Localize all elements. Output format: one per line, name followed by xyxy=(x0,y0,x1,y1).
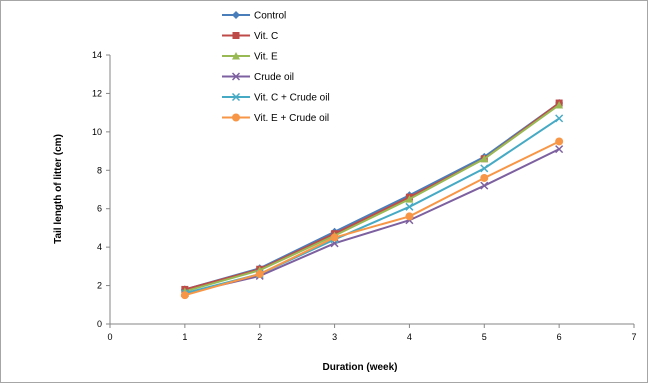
legend-label: Vit. E xyxy=(254,52,278,63)
data-point xyxy=(480,164,489,173)
data-point xyxy=(555,145,564,154)
data-point xyxy=(555,137,564,146)
legend-marker xyxy=(231,72,241,81)
legend-marker xyxy=(231,92,241,102)
x-tick-label: 6 xyxy=(557,332,562,342)
series-line-vit-c xyxy=(184,102,560,291)
x-tick-label: 0 xyxy=(107,332,112,342)
legend-marker xyxy=(232,11,240,19)
series-line-control xyxy=(184,102,560,291)
data-point xyxy=(330,233,339,242)
series-vit-c xyxy=(181,99,563,293)
y-tick-label: 4 xyxy=(97,242,102,252)
legend-marker xyxy=(232,52,240,60)
y-tick-label: 10 xyxy=(92,127,102,137)
legend-item: Vit. E + Crude oil xyxy=(222,113,329,124)
legend-label: Control xyxy=(254,11,286,22)
x-tick-label: 2 xyxy=(257,332,262,342)
data-point xyxy=(255,270,264,279)
series-line-crude-oil xyxy=(184,148,560,295)
data-point xyxy=(405,212,414,221)
y-tick-label: 2 xyxy=(97,281,102,291)
legend-item: Vit. C xyxy=(222,31,278,42)
plot-area xyxy=(180,99,564,300)
series-vit-e-crude-oil xyxy=(180,137,564,300)
legend-label: Crude oil xyxy=(254,72,294,83)
x-tick-label: 7 xyxy=(631,332,636,342)
x-axis-title: Duration (week) xyxy=(322,362,397,373)
series-line-vit-e-crude-oil xyxy=(184,140,560,297)
y-axis-title: Tail length of litter (cm) xyxy=(53,134,64,244)
data-point xyxy=(480,181,489,190)
legend-item: Vit. C + Crude oil xyxy=(222,93,330,104)
y-tick-label: 12 xyxy=(92,88,102,98)
y-tick-label: 6 xyxy=(97,204,102,214)
x-tick-label: 1 xyxy=(182,332,187,342)
x-tick-label: 3 xyxy=(332,332,337,342)
legend: Control Vit. C Vit. E Crude oil Vit. C + Cru… xyxy=(222,11,330,124)
x-tick-label: 5 xyxy=(482,332,487,342)
series-vit-e xyxy=(180,100,564,295)
data-point xyxy=(405,195,414,203)
y-tick-label: 0 xyxy=(97,319,102,329)
legend-item: Vit. E xyxy=(222,52,278,63)
data-point xyxy=(555,114,564,123)
data-point xyxy=(405,202,414,211)
legend-label: Vit. E + Crude oil xyxy=(254,113,329,124)
legend-marker xyxy=(232,113,240,122)
y-tick-label: 14 xyxy=(92,50,102,60)
y-tick-label: 8 xyxy=(97,165,102,175)
data-point xyxy=(180,291,189,300)
data-point xyxy=(555,100,564,109)
legend-item: Control xyxy=(222,11,286,22)
series-control xyxy=(180,99,564,294)
legend-label: Vit. C xyxy=(254,31,278,42)
legend-label: Vit. C + Crude oil xyxy=(254,93,330,104)
x-tick-label: 4 xyxy=(407,332,412,342)
legend-marker xyxy=(232,32,240,39)
legend-item: Crude oil xyxy=(222,72,294,83)
series-line-vit-e xyxy=(184,104,560,293)
data-point xyxy=(480,173,489,182)
data-point xyxy=(480,154,489,163)
